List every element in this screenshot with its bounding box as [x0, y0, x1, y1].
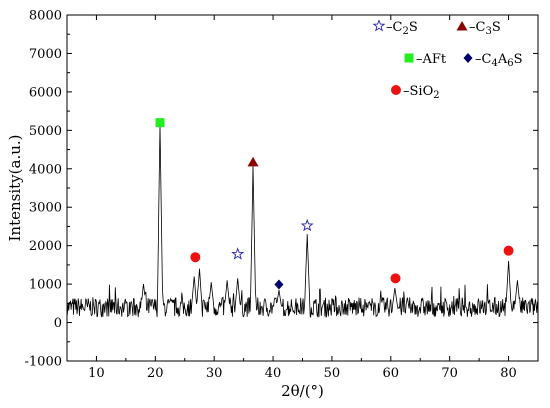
- phase-markers: [155, 118, 514, 290]
- x-tick-label: 10: [88, 366, 105, 381]
- legend-text-part: –C: [475, 52, 492, 67]
- legend-subscript: 2: [402, 26, 408, 37]
- plot-area: [66, 124, 539, 319]
- x-tick-label: 20: [147, 366, 164, 381]
- phase-marker-c2s: [231, 247, 245, 260]
- phase-marker-sio2: [503, 245, 514, 256]
- phase-marker-c3s: [247, 156, 259, 167]
- xrd-pattern-line: [66, 124, 539, 319]
- legend-symbol: [391, 85, 401, 95]
- legend-label: –SiO2: [403, 84, 440, 101]
- y-tick-label: 5000: [29, 124, 62, 139]
- phase-marker-c2s: [300, 218, 314, 232]
- legend-text-part: A: [497, 52, 508, 67]
- y-tick-label: 6000: [29, 85, 62, 100]
- x-tick-label: 40: [265, 366, 282, 381]
- x-tick-label: 80: [500, 366, 517, 381]
- y-tick-label: 7000: [29, 47, 62, 62]
- legend-text-part: S: [492, 20, 501, 35]
- legend-item: –AFt: [404, 52, 447, 67]
- legend-item: –C4A6S: [463, 52, 523, 69]
- legend-item: –SiO2: [391, 84, 440, 101]
- legend-label: –C3S: [469, 20, 501, 37]
- x-tick-label: 70: [441, 366, 458, 381]
- legend-subscript: 4: [491, 58, 497, 69]
- phase-marker-aft: [155, 118, 165, 128]
- legend-subscript: 2: [433, 90, 439, 101]
- legend-text-part: –SiO: [403, 84, 433, 99]
- x-tick-label: 30: [206, 366, 223, 381]
- y-tick-label: -1000: [25, 355, 62, 370]
- y-tick-label: 2000: [29, 239, 62, 254]
- phase-marker-sio2: [190, 252, 201, 263]
- phase-marker-sio2: [390, 273, 401, 284]
- legend-subscript: 6: [507, 58, 513, 69]
- y-tick-label: 0: [54, 316, 62, 331]
- legend-text-part: –C: [386, 20, 403, 35]
- y-tick-label: 1000: [29, 278, 62, 293]
- legend-subscript: 3: [485, 26, 491, 37]
- legend-label: –C2S: [386, 20, 418, 37]
- legend-label: –C4A6S: [475, 52, 523, 69]
- legend: –C2S –C3S–AFt –C4A6S–SiO2: [372, 19, 523, 101]
- y-tick-label: 3000: [29, 201, 62, 216]
- legend-symbol: [456, 21, 468, 31]
- legend-item: –C2S: [372, 19, 418, 37]
- legend-symbol: [372, 19, 386, 32]
- legend-text-part: –C: [469, 20, 486, 35]
- x-tick-label: 60: [383, 366, 400, 381]
- legend-symbol: [404, 53, 414, 63]
- legend-item: –C3S: [456, 20, 501, 37]
- legend-text-part: –AFt: [416, 52, 447, 67]
- legend-text-part: S: [409, 20, 418, 35]
- legend-label: –AFt: [416, 52, 447, 67]
- x-tick-label: 50: [324, 366, 341, 381]
- axes: 10 20 30 40 50 60 70 80 -1000 0 1000 2000 3000 4000 50…: [25, 9, 539, 381]
- phase-marker-c4a6s: [274, 279, 284, 290]
- legend-symbol: [463, 53, 473, 63]
- x-axis-title: 2θ/(°): [281, 382, 324, 400]
- y-tick-label: 4000: [29, 162, 62, 177]
- y-tick-label: 8000: [29, 9, 62, 24]
- y-axis-title: Intensity(a.u.): [6, 135, 24, 242]
- legend-text-part: S: [514, 52, 523, 67]
